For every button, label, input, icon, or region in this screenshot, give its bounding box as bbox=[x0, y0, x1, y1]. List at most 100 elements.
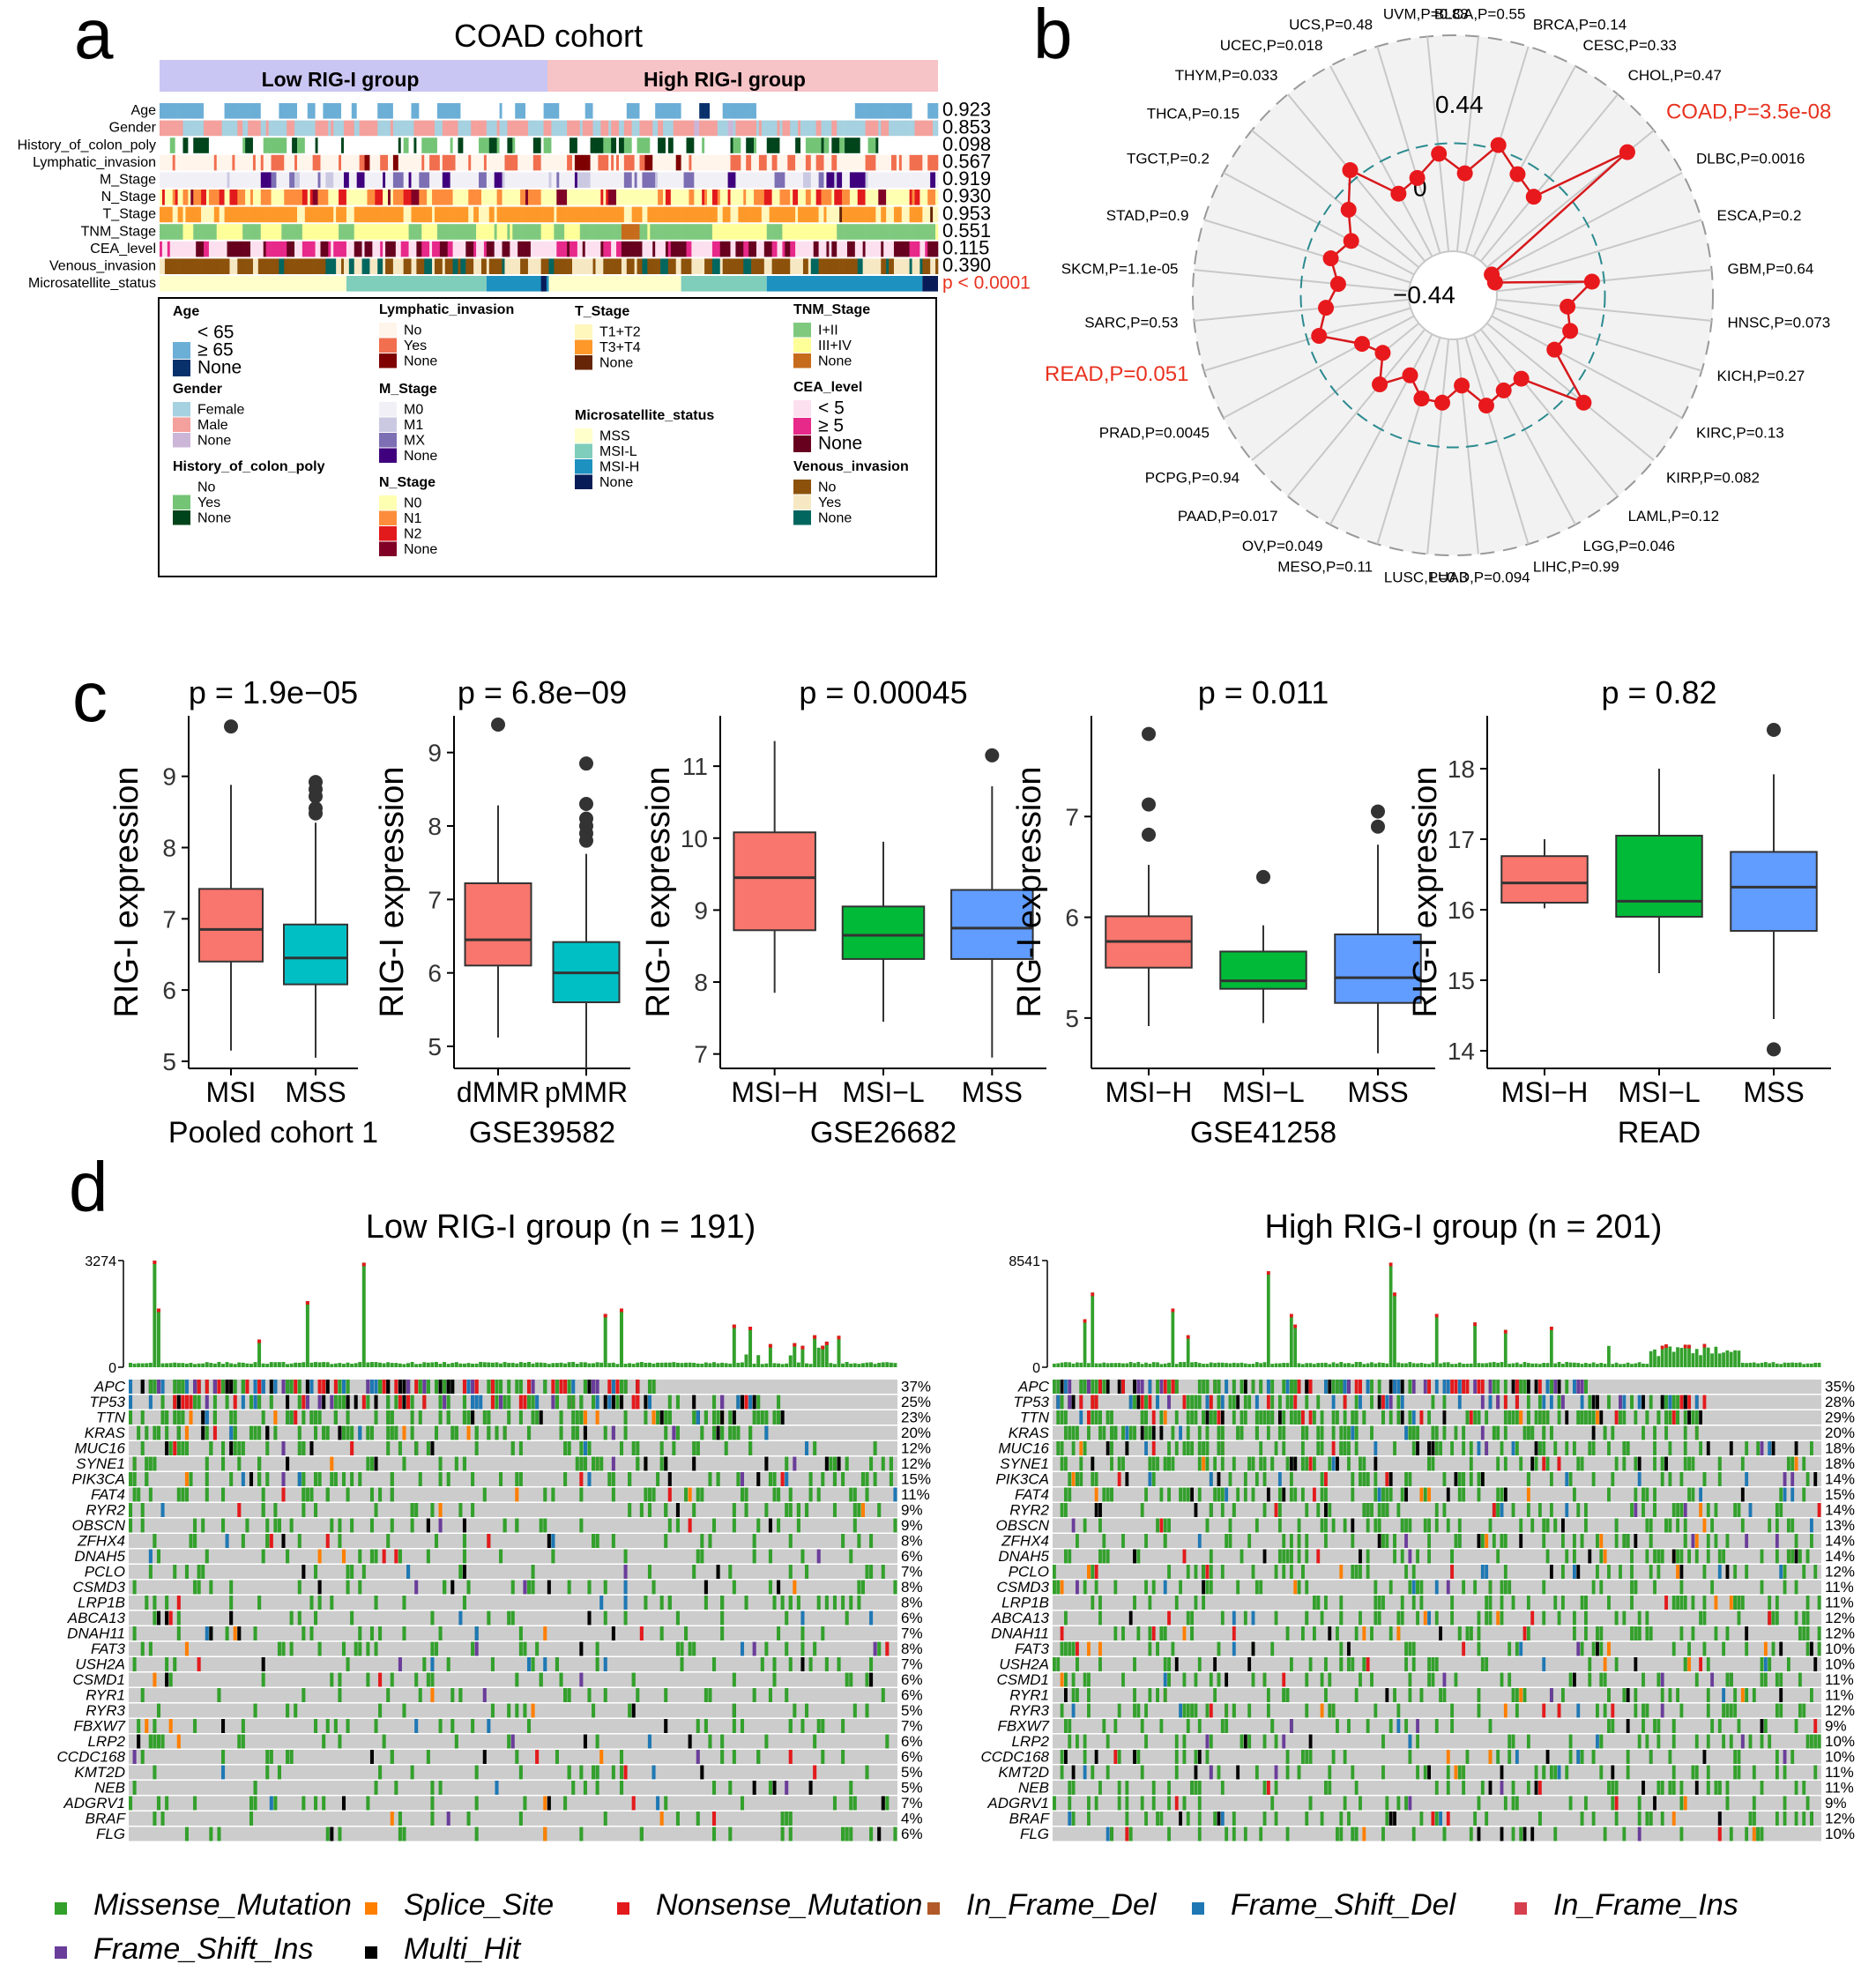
heatmap-cell bbox=[935, 172, 939, 188]
heatmap-cell bbox=[348, 172, 353, 188]
oncoplot-mutation-cell bbox=[229, 1410, 234, 1425]
heatmap-cell bbox=[889, 258, 892, 274]
heatmap-cell bbox=[383, 190, 386, 205]
tmb-bar bbox=[499, 1363, 502, 1367]
oncoplot-mutation-cell bbox=[253, 1703, 257, 1718]
heatmap-cell bbox=[795, 241, 799, 257]
heatmap-cell bbox=[502, 241, 505, 257]
heatmap-cell bbox=[328, 154, 331, 171]
heatmap-cell bbox=[590, 154, 593, 171]
tmb-bar bbox=[325, 1362, 330, 1367]
heatmap-cell bbox=[925, 241, 928, 257]
heatmap-cell bbox=[400, 241, 404, 257]
legend-swatch bbox=[173, 510, 190, 525]
radar-point-lgg bbox=[1495, 382, 1512, 398]
oncoplot-mutation-cell bbox=[800, 1641, 805, 1656]
oncoplot-mutation-cell bbox=[338, 1518, 342, 1533]
heatmap-cell bbox=[614, 120, 617, 137]
heatmap-cell bbox=[717, 258, 721, 274]
heatmap-cell bbox=[221, 258, 225, 274]
oncoplot-mutation-cell bbox=[193, 1580, 197, 1595]
heatmap-cell bbox=[525, 241, 529, 257]
heatmap-cell bbox=[849, 224, 853, 240]
oncoplot-percent-label: 9% bbox=[901, 1517, 923, 1534]
oncoplot-percent-label: 37% bbox=[901, 1379, 931, 1395]
heatmap-cell bbox=[377, 172, 381, 188]
heatmap-cell bbox=[473, 120, 477, 137]
heatmap-cell bbox=[447, 258, 450, 274]
heatmap-cell bbox=[273, 241, 277, 257]
heatmap-cell bbox=[777, 138, 780, 153]
oncoplot-mutation-cell bbox=[592, 1395, 596, 1410]
oncoplot-mutation-cell bbox=[245, 1380, 249, 1394]
oncoplot-mutation-cell bbox=[454, 1425, 458, 1440]
heatmap-cell bbox=[562, 190, 565, 205]
oncoplot-mutation-cell bbox=[563, 1472, 568, 1486]
heatmap-cell bbox=[167, 103, 171, 119]
heatmap-row-pvalue: 0.930 bbox=[942, 185, 991, 207]
oncoplot-mutation-cell bbox=[885, 1641, 890, 1656]
heatmap-cell bbox=[403, 120, 406, 137]
heatmap-cell bbox=[652, 241, 656, 257]
heatmap-cell bbox=[473, 224, 477, 240]
heatmap-cell bbox=[523, 190, 526, 205]
heatmap-cell bbox=[636, 206, 640, 223]
heatmap-cell bbox=[359, 241, 362, 257]
box-outlier bbox=[579, 756, 593, 771]
heatmap-cell bbox=[419, 103, 422, 119]
heatmap-cell bbox=[383, 103, 386, 119]
oncoplot-mutation-cell bbox=[603, 1395, 607, 1410]
heatmap-cell bbox=[883, 103, 887, 119]
oncoplot-mutation-cell bbox=[611, 1425, 615, 1440]
heatmap-cell bbox=[919, 138, 923, 153]
oncoplot-mutation-cell bbox=[261, 1410, 265, 1425]
heatmap-cell bbox=[427, 154, 430, 171]
oncoplot-gene-label: ZFHX4 bbox=[77, 1533, 125, 1550]
heatmap-cell bbox=[361, 224, 365, 240]
box-pmmr: pMMR bbox=[545, 756, 628, 1108]
oncoplot-mutation-cell bbox=[535, 1641, 540, 1656]
boxplot-x-label: GSE41258 bbox=[1190, 1116, 1336, 1149]
heatmap-cell bbox=[667, 120, 672, 137]
heatmap-cell bbox=[751, 224, 755, 240]
heatmap-cell bbox=[255, 138, 259, 153]
heatmap-cell bbox=[427, 138, 430, 153]
heatmap-cell bbox=[754, 258, 757, 274]
oncoplot-mutation-cell bbox=[559, 1425, 563, 1440]
heatmap-cell bbox=[211, 258, 215, 274]
heatmap-cell bbox=[795, 103, 799, 119]
oncoplot-row-bg bbox=[129, 1750, 897, 1764]
heatmap-cell bbox=[636, 172, 640, 188]
oncoplot-mutation-cell bbox=[623, 1596, 628, 1610]
oncoplot-mutation-cell bbox=[361, 1395, 366, 1410]
heatmap-cell bbox=[883, 138, 887, 153]
heatmap-cell bbox=[520, 172, 524, 188]
oncoplot-mutation-cell bbox=[623, 1425, 628, 1440]
oncoplot-mutation-cell bbox=[273, 1410, 278, 1425]
oncoplot-mutation-cell bbox=[176, 1626, 181, 1640]
heatmap-cell bbox=[779, 241, 783, 257]
heatmap-cell bbox=[273, 154, 277, 171]
tmb-bar bbox=[176, 1363, 181, 1367]
radar-point-chol bbox=[1525, 189, 1542, 205]
tmb-bar bbox=[813, 1335, 817, 1367]
heatmap-cell bbox=[463, 241, 466, 257]
heatmap-cell bbox=[862, 138, 866, 153]
oncoplot-percent-label: 5% bbox=[901, 1702, 923, 1719]
heatmap-cell bbox=[860, 103, 863, 119]
heatmap-cell bbox=[631, 241, 635, 257]
heatmap-cell bbox=[777, 154, 780, 171]
heatmap-cell bbox=[845, 120, 848, 137]
oncoplot-mutation-cell bbox=[877, 1641, 882, 1656]
heatmap-cell bbox=[160, 258, 163, 274]
oncoplot-mutation-cell bbox=[229, 1580, 234, 1595]
oncoplot-row-bg bbox=[129, 1826, 897, 1841]
oncoplot-mutation-cell bbox=[535, 1410, 540, 1425]
oncoplot-mutation-cell bbox=[233, 1395, 237, 1410]
heatmap-cell bbox=[312, 172, 316, 188]
heatmap-cell bbox=[579, 206, 584, 223]
heatmap-cell bbox=[629, 138, 632, 153]
heatmap-cell bbox=[834, 103, 838, 119]
heatmap-cell bbox=[711, 120, 716, 137]
heatmap-cell bbox=[180, 241, 183, 257]
